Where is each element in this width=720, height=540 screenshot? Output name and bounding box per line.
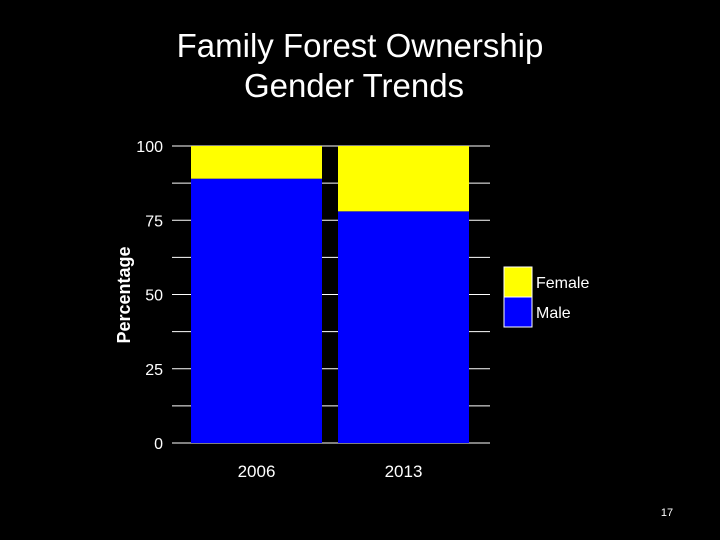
legend-label-female: Female — [536, 275, 589, 292]
bar-male-2013 — [338, 211, 469, 443]
bar-male-2006 — [191, 178, 322, 444]
y-tick-label: 75 — [145, 213, 163, 230]
slide-number: 17 — [660, 507, 674, 519]
chart-title-line-1: Family Forest Ownership — [176, 27, 544, 64]
y-tick-label: 0 — [154, 436, 163, 453]
y-axis-label: Percentage — [114, 246, 134, 343]
bar-female-2006 — [191, 146, 322, 179]
chart-title-line-2: Gender Trends — [243, 67, 465, 104]
legend-swatch-female — [503, 266, 533, 298]
chart-title: Family Forest Ownership Gender Trends — [0, 26, 720, 106]
legend-swatch-male — [503, 296, 533, 328]
x-tick-label: 2006 — [238, 462, 276, 481]
y-tick-label: 25 — [145, 362, 163, 379]
y-tick-label: 50 — [145, 288, 163, 305]
y-tick-label: 100 — [136, 139, 163, 156]
x-tick-label: 2013 — [385, 462, 423, 481]
legend-label-male: Male — [536, 305, 571, 322]
bar-female-2013 — [338, 146, 469, 212]
